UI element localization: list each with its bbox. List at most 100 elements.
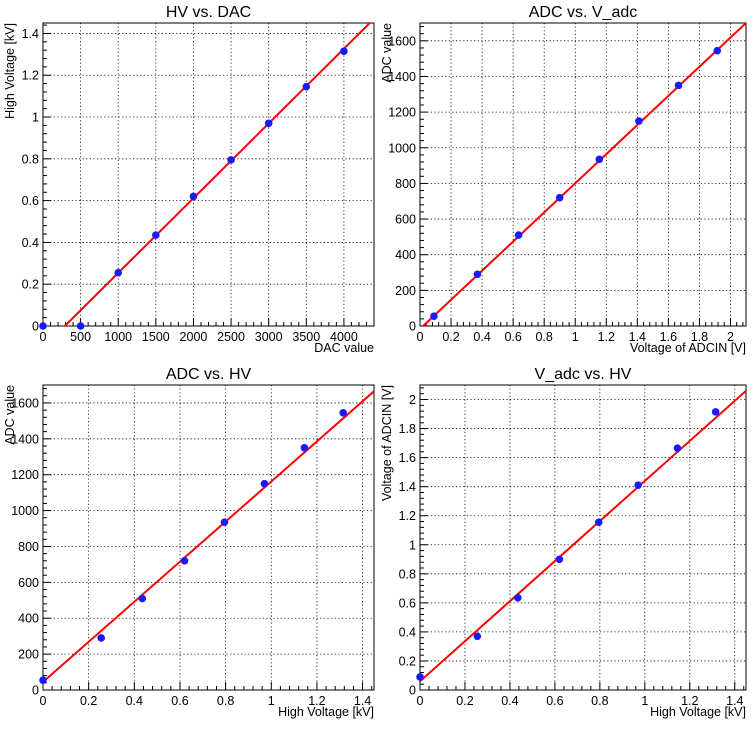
x-tick-label: 3000 bbox=[255, 330, 283, 344]
x-tick-label: 1500 bbox=[142, 330, 170, 344]
y-tick-label: 400 bbox=[395, 248, 416, 262]
data-point bbox=[473, 270, 482, 279]
y-tick-label: 200 bbox=[18, 648, 39, 662]
x-tick-label: 3500 bbox=[292, 330, 320, 344]
data-point bbox=[39, 676, 47, 684]
plot-panel: 0 0.2 0.4 0.6 0.8 1 1.2 1.4 0 0.2 0.4 0.6 0.8 1 1.2 1.4… bbox=[380, 366, 747, 719]
plot-frame bbox=[419, 22, 747, 327]
x-axis-label: High Voltage [kV] bbox=[650, 705, 746, 719]
data-point bbox=[713, 46, 722, 55]
y-tick-label: 0.2 bbox=[22, 278, 39, 292]
fit-line bbox=[420, 390, 746, 683]
data-point bbox=[595, 155, 604, 164]
data-point bbox=[114, 268, 123, 277]
y-tick-label: 1.2 bbox=[22, 69, 39, 83]
y-tick-label: 0 bbox=[409, 684, 416, 698]
y-tick-label: 0.2 bbox=[399, 654, 416, 668]
x-tick-label: 2500 bbox=[217, 330, 245, 344]
data-point bbox=[594, 518, 603, 527]
y-tick-label: 1.2 bbox=[399, 509, 416, 523]
axis-ticks bbox=[42, 388, 373, 691]
x-tick-label: 0 bbox=[40, 694, 47, 708]
data-points bbox=[416, 408, 720, 681]
data-point bbox=[673, 444, 682, 452]
grid bbox=[43, 23, 374, 326]
y-tick-label: 0 bbox=[32, 684, 39, 698]
y-tick-label: 2 bbox=[409, 393, 416, 407]
grid bbox=[43, 385, 374, 690]
x-tick-label: 0 bbox=[417, 330, 424, 344]
data-point bbox=[227, 156, 235, 164]
y-axis-label: ADC value bbox=[3, 385, 17, 445]
chart-title: ADC vs. V_adc bbox=[529, 4, 637, 21]
data-points bbox=[39, 47, 348, 330]
y-tick-label: 1.8 bbox=[399, 422, 416, 436]
data-point bbox=[473, 632, 482, 641]
x-axis-label: High Voltage [kV] bbox=[278, 705, 374, 719]
x-tick-label: 1 bbox=[641, 694, 648, 708]
plot-area bbox=[420, 385, 746, 690]
data-point bbox=[300, 443, 309, 452]
data-point bbox=[416, 673, 424, 681]
data-point bbox=[340, 47, 348, 56]
y-tick-label: 1400 bbox=[11, 432, 39, 446]
y-tick-label: 1.6 bbox=[399, 451, 416, 465]
y-tick-label: 400 bbox=[18, 612, 39, 626]
grid bbox=[420, 23, 746, 326]
y-tick-label: 600 bbox=[395, 213, 416, 227]
x-tick-label: 1.4 bbox=[629, 330, 646, 344]
x-tick-label: 2000 bbox=[180, 330, 208, 344]
data-point bbox=[514, 593, 522, 602]
x-tick-label: 0 bbox=[417, 694, 424, 708]
x-tick-label: 500 bbox=[70, 330, 91, 344]
data-point bbox=[220, 518, 229, 527]
data-point bbox=[674, 81, 683, 90]
data-point bbox=[302, 82, 311, 91]
x-tick-label: 1.4 bbox=[726, 694, 743, 708]
x-tick-label: 1.2 bbox=[598, 330, 615, 344]
x-tick-label: 0.4 bbox=[473, 330, 490, 344]
y-tick-label: 1200 bbox=[388, 106, 416, 120]
x-tick-label: 0.2 bbox=[80, 694, 97, 708]
data-point bbox=[264, 119, 273, 128]
y-tick-label: 1000 bbox=[388, 141, 416, 155]
x-tick-label: 0 bbox=[40, 330, 47, 344]
x-tick-label: 1.4 bbox=[354, 694, 371, 708]
x-tick-label: 4000 bbox=[330, 330, 358, 344]
y-axis-label: High Voltage [kV] bbox=[3, 23, 17, 119]
y-axis-label: ADC value bbox=[380, 23, 394, 83]
plot-frame bbox=[419, 384, 747, 691]
data-point bbox=[138, 594, 147, 603]
grid bbox=[420, 385, 746, 690]
x-tick-label: 0.4 bbox=[501, 694, 518, 708]
data-point bbox=[555, 193, 564, 202]
fit-line bbox=[43, 390, 374, 683]
chart-title: V_adc vs. HV bbox=[535, 366, 632, 383]
data-point bbox=[39, 322, 47, 330]
data-point bbox=[339, 409, 347, 417]
x-tick-label: 1 bbox=[572, 330, 579, 344]
y-tick-label: 0.4 bbox=[22, 236, 39, 250]
axis-ticks bbox=[42, 24, 375, 327]
plot-panel: 0 0.2 0.4 0.6 0.8 1 1.2 1.4 0 200 400 600 800 1000 120… bbox=[3, 366, 375, 719]
y-tick-label: 1400 bbox=[388, 70, 416, 84]
plot-panel: 0 500 1000 1500 2000 2500 3000 3500 4000 0 0.2 0.4 0… bbox=[3, 4, 375, 355]
y-tick-label: 0 bbox=[409, 320, 416, 334]
y-tick-label: 1200 bbox=[11, 468, 39, 482]
data-point bbox=[635, 117, 643, 125]
data-points bbox=[39, 409, 347, 684]
y-tick-label: 800 bbox=[18, 540, 39, 554]
y-tick-label: 0.6 bbox=[399, 596, 416, 610]
data-point bbox=[180, 557, 189, 565]
x-tick-label: 0.8 bbox=[217, 694, 234, 708]
x-tick-label: 0.4 bbox=[126, 694, 143, 708]
y-tick-label: 1000 bbox=[11, 504, 39, 518]
data-point bbox=[189, 192, 198, 201]
y-tick-label: 200 bbox=[395, 284, 416, 298]
fit-line bbox=[63, 23, 372, 326]
y-tick-label: 1 bbox=[409, 538, 416, 552]
x-tick-label: 1.6 bbox=[660, 330, 677, 344]
axis-ticks bbox=[419, 26, 744, 327]
y-tick-label: 800 bbox=[395, 177, 416, 191]
y-tick-label: 0.8 bbox=[399, 567, 416, 581]
